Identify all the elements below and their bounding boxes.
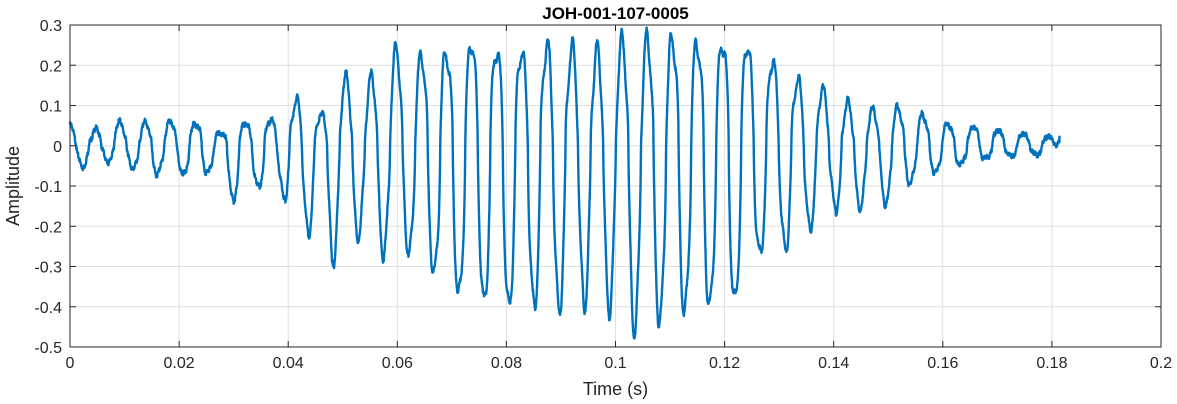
x-tick-label: 0.1 <box>604 355 626 372</box>
y-tick-label: 0 <box>53 139 62 156</box>
x-tick-label: 0.12 <box>709 355 740 372</box>
series-layer <box>68 26 1061 340</box>
y-tick-label: -0.1 <box>34 179 62 196</box>
waveform-line <box>68 26 1061 340</box>
x-tick-label: 0 <box>66 355 75 372</box>
y-axis: 0.3 0.2 0.1 0 -0.1 -0.2 -0.3 -0.4 -0.5 <box>34 18 1161 357</box>
x-tick-label: 0.02 <box>164 355 195 372</box>
y-tick-label: -0.5 <box>34 340 62 357</box>
y-axis-title: Amplitude <box>3 146 23 226</box>
y-tick-label: 0.3 <box>40 18 62 35</box>
chart-title: JOH-001-107-0005 <box>542 4 688 23</box>
y-tick-label: -0.3 <box>34 260 62 277</box>
y-tick-label: -0.2 <box>34 219 62 236</box>
y-tick-label: 0.1 <box>40 99 62 116</box>
y-tick-label: 0.2 <box>40 58 62 75</box>
x-tick-label: 0.16 <box>927 355 958 372</box>
x-axis-title: Time (s) <box>583 379 648 399</box>
x-tick-label: 0.14 <box>818 355 849 372</box>
x-axis: 0 0.02 0.04 0.06 0.08 0.1 0.12 0.14 0.16 0.18 0.2 <box>66 25 1172 372</box>
x-tick-label: 0.04 <box>273 355 304 372</box>
x-tick-label: 0.2 <box>1150 355 1172 372</box>
x-tick-label: 0.06 <box>382 355 413 372</box>
y-tick-label: -0.4 <box>34 300 62 317</box>
x-tick-label: 0.08 <box>491 355 522 372</box>
x-tick-label: 0.18 <box>1036 355 1067 372</box>
